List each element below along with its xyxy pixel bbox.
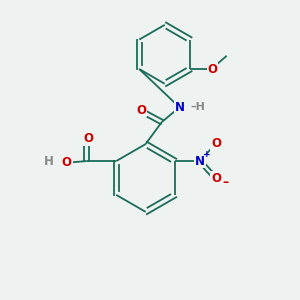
Text: O: O	[208, 62, 218, 76]
Text: H: H	[44, 155, 54, 168]
Text: +: +	[202, 150, 210, 159]
Text: O: O	[83, 132, 93, 145]
Text: –H: –H	[190, 102, 206, 112]
Text: O: O	[211, 172, 221, 185]
Text: –: –	[222, 176, 228, 189]
Text: O: O	[211, 137, 221, 150]
Text: O: O	[136, 104, 146, 117]
Text: O: O	[62, 156, 72, 169]
Text: N: N	[174, 101, 184, 114]
Text: N: N	[195, 154, 205, 167]
